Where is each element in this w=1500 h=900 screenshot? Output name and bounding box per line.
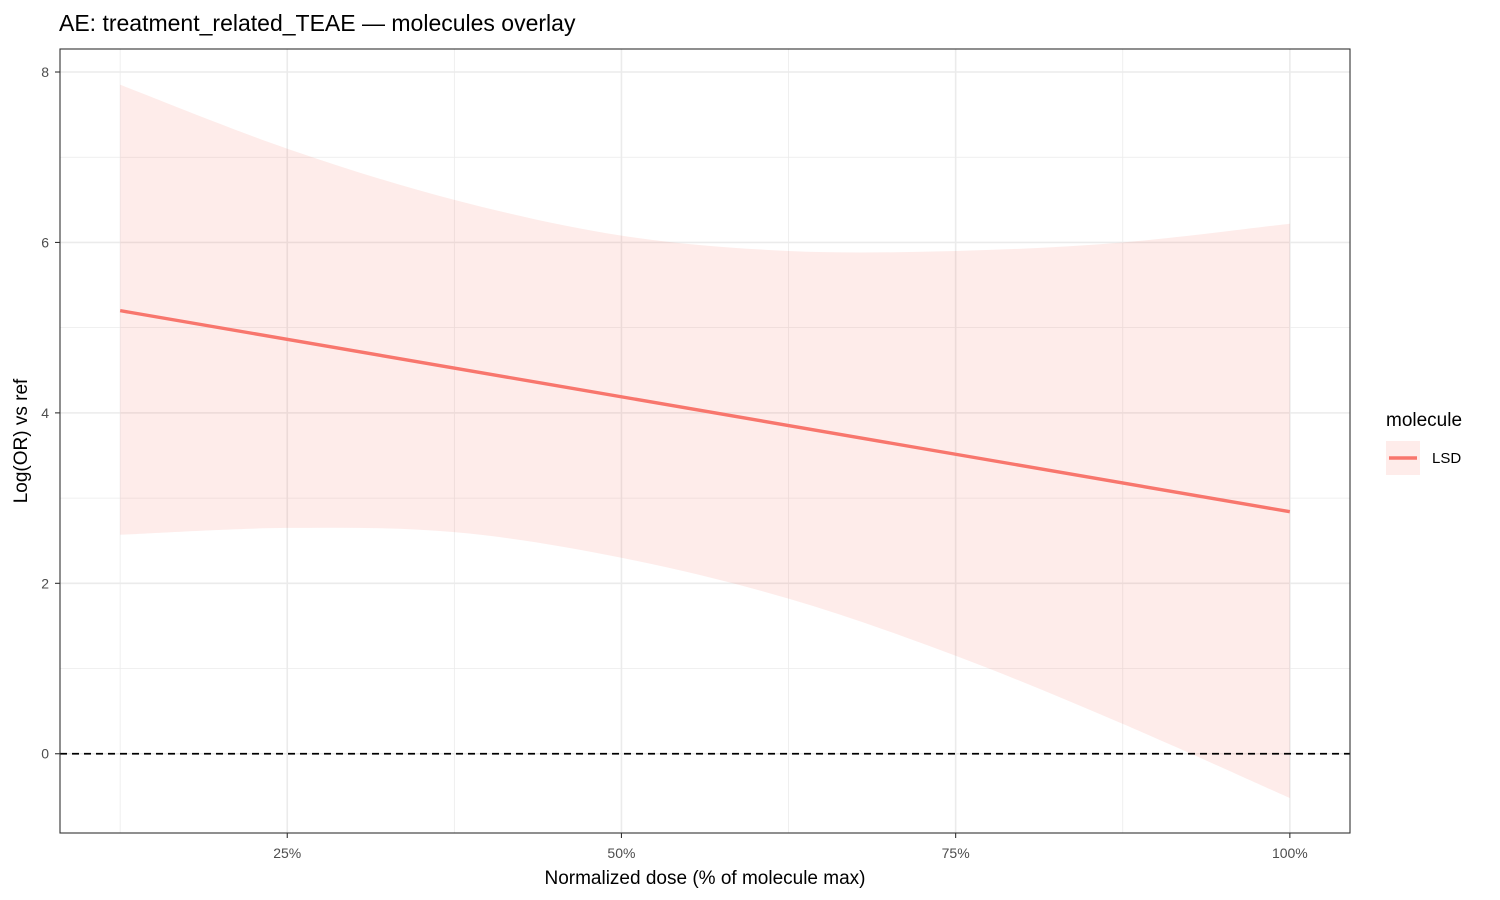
y-axis: 0 2 4 6 8: [41, 64, 60, 762]
confidence-bands: [120, 84, 1290, 799]
x-axis-title: Normalized dose (% of molecule max): [544, 868, 865, 889]
legend-items: LSD: [1386, 441, 1461, 475]
legend-label-lsd: LSD: [1432, 450, 1461, 467]
plot-panel: [59, 48, 1351, 834]
legend-title: molecule: [1386, 410, 1462, 431]
x-tick-label: 100%: [1272, 845, 1308, 861]
legend: molecule LSD: [1386, 410, 1462, 475]
y-tick-label: 8: [41, 64, 49, 80]
y-tick-label: 4: [41, 405, 49, 421]
confidence-band-lsd: [120, 84, 1290, 799]
series-lines: [119, 308, 1291, 514]
x-tick-label: 25%: [273, 845, 301, 861]
series-line-lsd: [119, 308, 1291, 514]
y-tick-label: 2: [41, 575, 49, 591]
x-axis: 25% 50% 75% 100%: [273, 833, 1308, 861]
y-tick-label: 6: [41, 234, 49, 250]
grid-minor: [60, 49, 1350, 833]
panel-border: [59, 48, 1351, 834]
y-tick-label: 0: [41, 746, 49, 762]
x-tick-label: 50%: [607, 845, 635, 861]
y-axis-title: Log(OR) vs ref: [11, 378, 32, 503]
chart-title: AE: treatment_related_TEAE — molecules o…: [59, 10, 576, 36]
x-tick-label: 75%: [942, 845, 970, 861]
